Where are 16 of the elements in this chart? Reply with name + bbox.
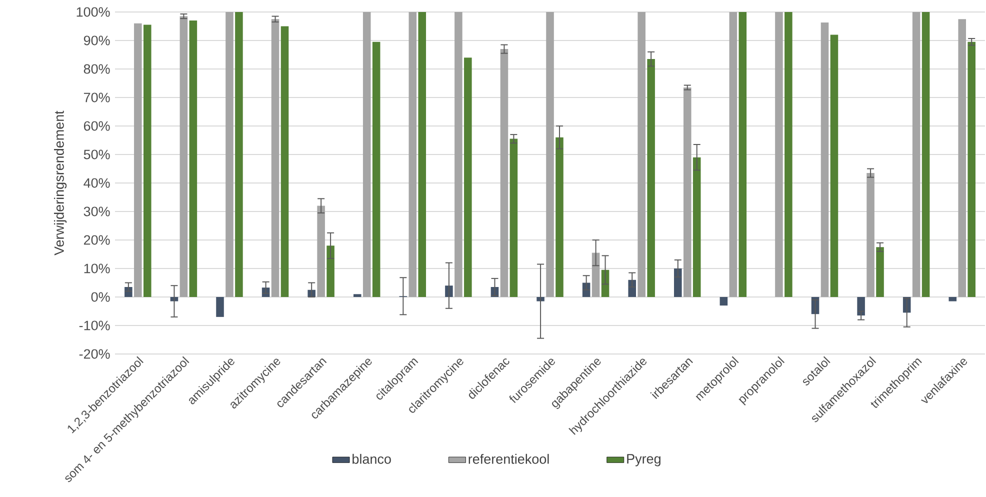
y-tick-label: 20%: [84, 235, 110, 245]
legend-label: blanco: [352, 454, 391, 464]
y-tick-label: 40%: [84, 178, 110, 188]
y-tick-label: 10%: [84, 264, 110, 274]
legend-label: Pyreg: [627, 454, 660, 466]
y-tick-label: 100%: [76, 7, 110, 17]
y-tick-label: 0%: [91, 292, 110, 302]
y-tick-label: 30%: [84, 206, 110, 216]
y-axis-title: Verwijderingsrendement: [54, 110, 67, 256]
y-tick-label: -10%: [79, 320, 110, 330]
y-tick-label: 70%: [84, 92, 110, 102]
y-tick-label: 90%: [84, 36, 110, 46]
y-tick-label: 60%: [84, 121, 110, 131]
legend-label: referentiekool: [468, 454, 549, 464]
y-tick-label: 80%: [84, 64, 110, 74]
y-tick-label: 50%: [84, 150, 110, 160]
